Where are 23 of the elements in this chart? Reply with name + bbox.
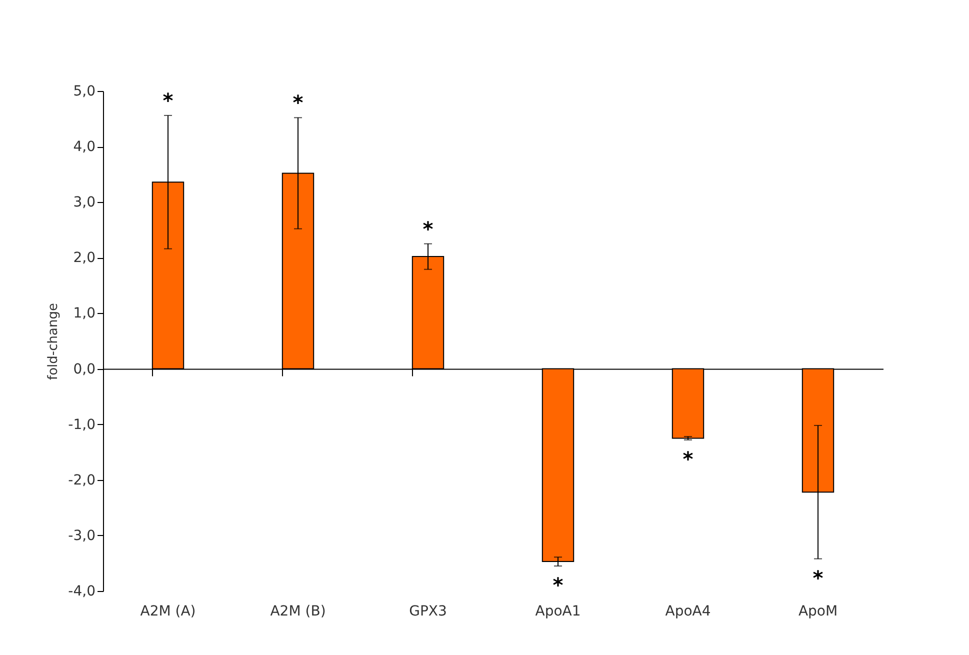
- y-tick-label: -1,0: [68, 416, 96, 433]
- annotation: *: [162, 88, 174, 112]
- y-tick-label: -4,0: [68, 584, 96, 600]
- x-tick-label: ApoA4: [665, 604, 711, 620]
- y-tick-label: 5,0: [73, 84, 96, 100]
- annotation: *: [292, 90, 304, 115]
- x-tick-label: ApoA1: [535, 604, 581, 620]
- annotation: *: [682, 446, 694, 471]
- y-tick-label: 2,0: [73, 250, 96, 266]
- y-tick-label: -3,0: [68, 528, 96, 544]
- y-axis-title: fold-change: [46, 303, 62, 380]
- y-tick-label: 1,0: [73, 306, 96, 322]
- x-tick-label: A2M (B): [270, 604, 326, 620]
- y-tick-label: -2,0: [68, 472, 96, 488]
- y-tick-label: 3,0: [73, 194, 96, 211]
- x-tick-label: GPX3: [409, 604, 447, 620]
- annotation: *: [552, 573, 564, 597]
- annotation: *: [812, 566, 824, 590]
- annotation: *: [422, 216, 434, 241]
- x-tick-label: A2M (A): [140, 604, 196, 620]
- y-tick-label: 4,0: [73, 139, 96, 156]
- x-tick-label: ApoM: [798, 604, 838, 620]
- y-tick-label: 0,0: [73, 361, 96, 378]
